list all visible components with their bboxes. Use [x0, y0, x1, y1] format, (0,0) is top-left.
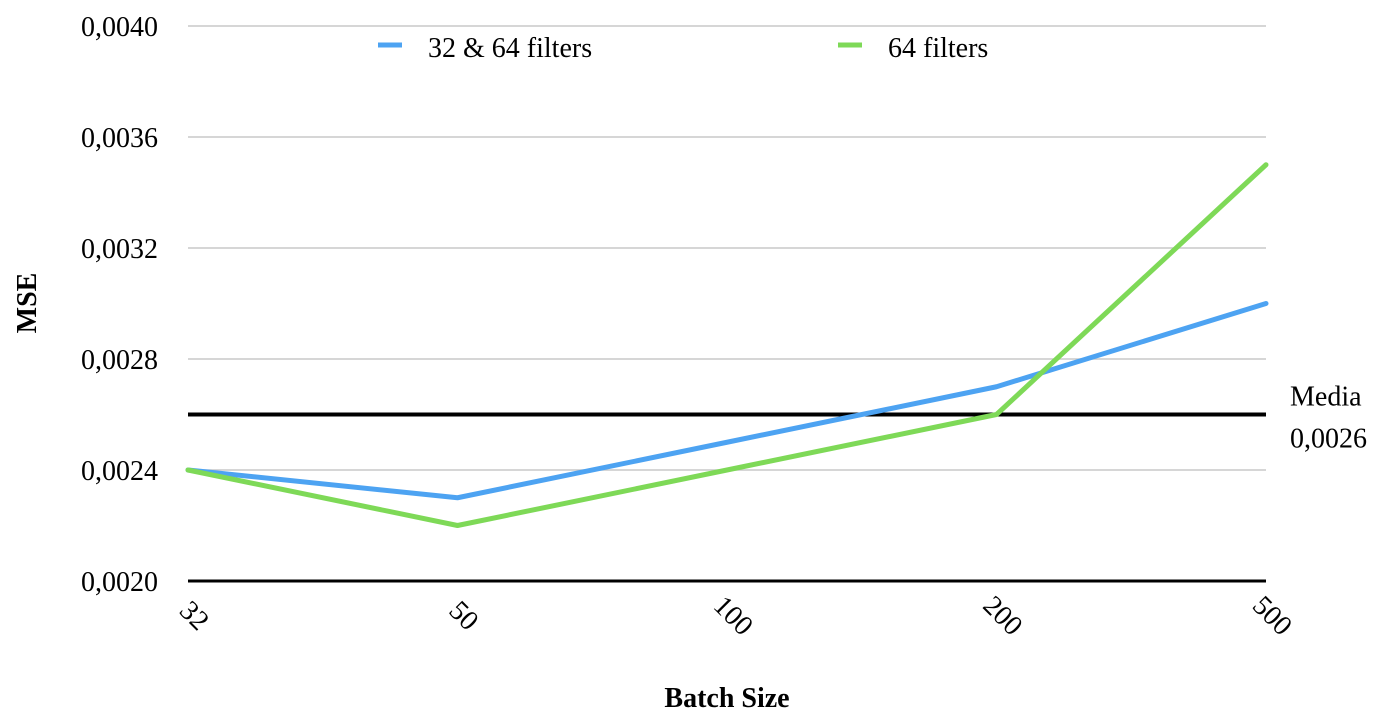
- y-tick-labels: 0,0020 0,0024 0,0028 0,0032 0,0036 0,0040: [81, 12, 158, 598]
- y-tick-label: 0,0024: [81, 456, 158, 487]
- reference-label-title: Media: [1290, 382, 1362, 413]
- y-axis-title: MSE: [12, 273, 43, 334]
- legend: 32 & 64 filters 64 filters: [378, 33, 988, 64]
- x-tick-label: 32: [173, 595, 215, 637]
- reference-label-value: 0,0026: [1290, 424, 1367, 455]
- y-tick-label: 0,0028: [81, 345, 158, 376]
- x-tick-labels: 32 50 100 200 500: [173, 590, 1298, 642]
- x-axis-title: Batch Size: [664, 683, 789, 714]
- x-tick-label: 200: [977, 590, 1029, 642]
- series-line-2: [185, 162, 1269, 528]
- y-tick-label: 0,0020: [81, 567, 158, 598]
- x-tick-label: 100: [707, 590, 759, 642]
- x-tick-label: 500: [1246, 590, 1298, 642]
- legend-label: 64 filters: [888, 33, 988, 64]
- y-tick-label: 0,0036: [81, 123, 158, 154]
- reference-line-group: Media 0,0026: [188, 382, 1367, 455]
- series-lines: [185, 162, 1269, 528]
- gridlines: [188, 25, 1266, 471]
- series-line-1: [185, 301, 1269, 501]
- y-tick-label: 0,0032: [81, 234, 158, 265]
- legend-label: 32 & 64 filters: [428, 33, 592, 64]
- x-tick-label: 50: [443, 595, 485, 637]
- y-tick-label: 0,0040: [81, 12, 158, 43]
